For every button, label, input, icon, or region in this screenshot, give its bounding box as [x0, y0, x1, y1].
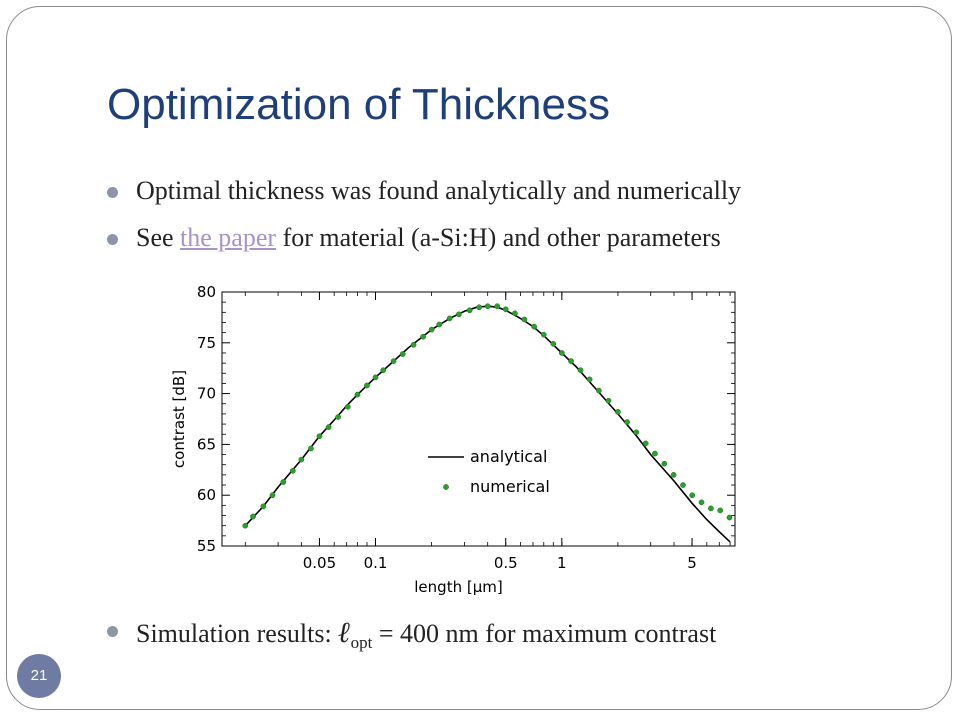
series-numerical-point: [680, 482, 686, 488]
series-numerical-point: [624, 419, 630, 425]
series-numerical-point: [661, 460, 668, 467]
series-numerical-point: [698, 499, 705, 506]
series-numerical-point: [242, 522, 249, 529]
series-numerical-point: [531, 323, 537, 330]
series-numerical-point: [550, 340, 557, 347]
y-tick-label: 80: [197, 283, 216, 301]
x-tick-label: 1: [557, 554, 567, 572]
series-numerical-point: [476, 304, 483, 311]
x-tick-label: 5: [687, 554, 697, 572]
series-numerical-point: [308, 445, 314, 452]
series-numerical-point: [521, 316, 528, 323]
bullet-3-suffix: = 400 nm for maximum contrast: [372, 619, 717, 648]
bullet-2-suffix: for material (a-Si:H) and other paramete…: [276, 223, 721, 252]
legend-analytical-label: analytical: [470, 447, 547, 466]
series-numerical-point: [380, 367, 387, 374]
series-numerical-point: [390, 358, 397, 364]
series-numerical-point: [250, 513, 256, 520]
y-tick-label: 55: [197, 537, 216, 555]
series-numerical-point: [577, 367, 584, 374]
slide-frame: [6, 6, 952, 710]
series-numerical-point: [446, 315, 453, 322]
x-tick-label: 0.1: [364, 554, 388, 572]
series-numerical-point: [364, 382, 370, 389]
series-numerical-point: [540, 331, 547, 338]
series-numerical-point: [280, 479, 287, 485]
series-numerical-point: [399, 351, 406, 357]
series-numerical-point: [642, 440, 649, 447]
y-tick-label: 60: [197, 486, 216, 504]
series-numerical-point: [670, 472, 677, 478]
paper-link[interactable]: the paper: [180, 223, 277, 252]
bullet-1-text: Optimal thickness was found analytically…: [136, 176, 742, 205]
y-axis-label: contrast [dB]: [170, 370, 188, 468]
legend-numerical-label: numerical: [470, 477, 550, 496]
series-numerical-point: [494, 303, 501, 310]
series-numerical-point: [420, 333, 426, 340]
series-numerical-point: [689, 492, 696, 499]
series-numerical-point: [410, 341, 417, 348]
series-numerical-point: [354, 391, 361, 398]
opt-subscript: opt: [350, 633, 373, 652]
series-numerical-point: [455, 311, 462, 318]
series-numerical-point: [568, 358, 574, 364]
series-numerical-point: [586, 376, 593, 383]
series-analytical-line: [244, 305, 731, 543]
bullet-3-text: Simulation results: ℓopt = 400 nm for ma…: [136, 615, 716, 653]
series-numerical-point: [344, 403, 351, 410]
series-numerical-point: [615, 409, 621, 415]
series-numerical-point: [595, 387, 602, 394]
series-numerical-point: [316, 433, 323, 440]
series-numerical-point: [325, 424, 332, 430]
series-numerical-point: [269, 492, 276, 499]
bullet-2-prefix: See: [136, 223, 181, 252]
series-numerical-point: [428, 326, 435, 333]
series-numerical-point: [512, 310, 518, 317]
ell-symbol: ℓ: [338, 615, 351, 649]
slide-title: Optimization of Thickness: [107, 80, 610, 129]
series-numerical-point: [708, 505, 714, 512]
series-numerical-point: [484, 303, 491, 310]
series-numerical-point: [335, 414, 341, 420]
series-numerical-point: [633, 429, 640, 436]
plot-frame: [221, 291, 736, 547]
x-axis-label: length [μm]: [414, 578, 502, 596]
series-numerical-point: [726, 514, 733, 521]
page-number: 21: [17, 654, 61, 698]
series-numerical-point: [372, 374, 379, 381]
bullet-dot: [107, 187, 118, 198]
series-numerical-point: [298, 456, 305, 463]
x-tick-label: 0.5: [494, 554, 518, 572]
bullet-dot: [107, 626, 118, 637]
series-numerical-point: [436, 321, 443, 328]
series-numerical-point: [652, 450, 658, 457]
series-numerical-point: [558, 350, 565, 356]
legend-numerical-swatch: [443, 484, 449, 490]
series-numerical-point: [605, 397, 612, 404]
bullet-dot: [107, 234, 118, 245]
y-tick-label: 75: [197, 334, 216, 352]
series-numerical-point: [466, 307, 473, 314]
y-tick-label: 65: [197, 435, 216, 453]
series-numerical-point: [289, 467, 296, 474]
bullet-2-text: See the paper for material (a-Si:H) and …: [136, 223, 721, 253]
series-numerical-point: [260, 503, 267, 510]
y-tick-label: 70: [197, 385, 216, 403]
series-numerical-point: [502, 306, 509, 313]
x-tick-label: 0.05: [303, 554, 336, 572]
bullet-3-prefix: Simulation results:: [136, 619, 339, 648]
series-numerical-point: [717, 507, 724, 514]
